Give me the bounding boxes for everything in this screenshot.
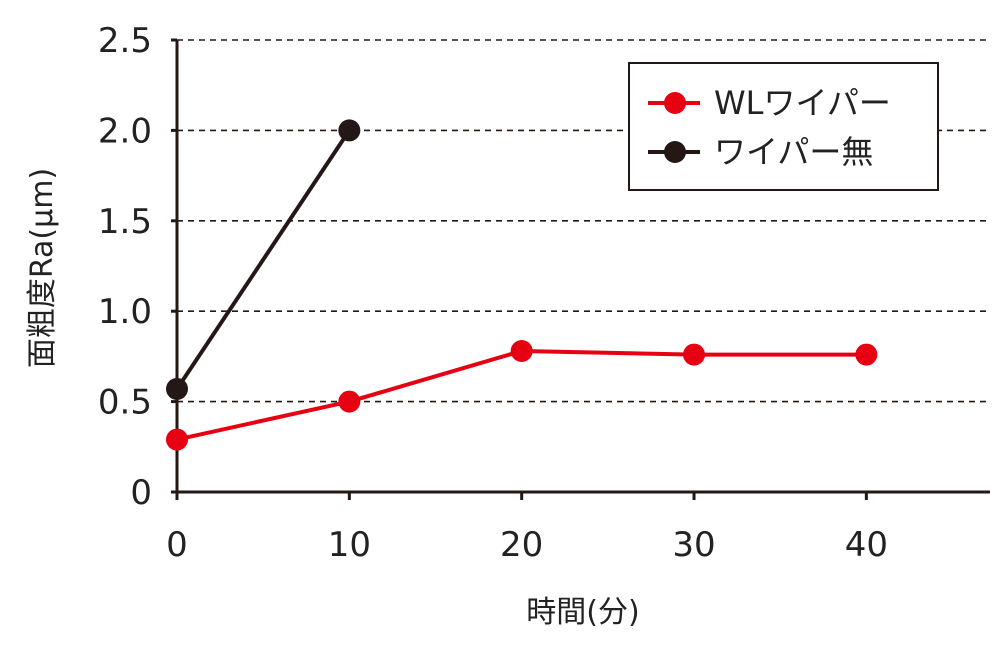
x-tick-label: 0	[166, 525, 188, 565]
series-line	[175, 129, 352, 391]
y-tick-label: 0.5	[98, 383, 152, 423]
x-axis-title: 時間(分)	[526, 595, 639, 630]
series-line	[176, 348, 867, 442]
data-point	[510, 339, 533, 362]
y-axis-title: 面粗度Ra(μm)	[25, 168, 60, 368]
data-point	[166, 377, 188, 400]
data-point	[166, 428, 188, 451]
y-tick-label: 1.5	[98, 202, 152, 242]
axes	[175, 40, 990, 494]
legend-marker	[664, 92, 686, 114]
legend-label: ワイパー無	[714, 133, 873, 171]
series-group	[166, 119, 878, 451]
legend-label: WLワイパー	[714, 84, 891, 122]
y-tick-label: 2.0	[98, 111, 152, 151]
x-tick-label: 30	[672, 525, 715, 565]
data-point	[855, 343, 878, 366]
data-point	[683, 343, 706, 366]
x-tick-label: 20	[500, 525, 543, 565]
tick-labels: 0 0.5 1.0 1.5 2.0 2.5 0 10 20 30 40	[98, 21, 888, 565]
grid-lines	[177, 39, 990, 403]
y-tick-label: 2.5	[98, 21, 152, 61]
legend-box	[628, 62, 939, 191]
y-tick-label: 1.0	[98, 292, 152, 332]
data-point	[338, 390, 361, 413]
x-tick-label: 10	[328, 525, 371, 565]
y-tick-label: 0	[130, 473, 152, 513]
x-tick-label: 40	[845, 525, 888, 565]
data-point	[338, 119, 361, 142]
legend-marker	[664, 141, 686, 163]
